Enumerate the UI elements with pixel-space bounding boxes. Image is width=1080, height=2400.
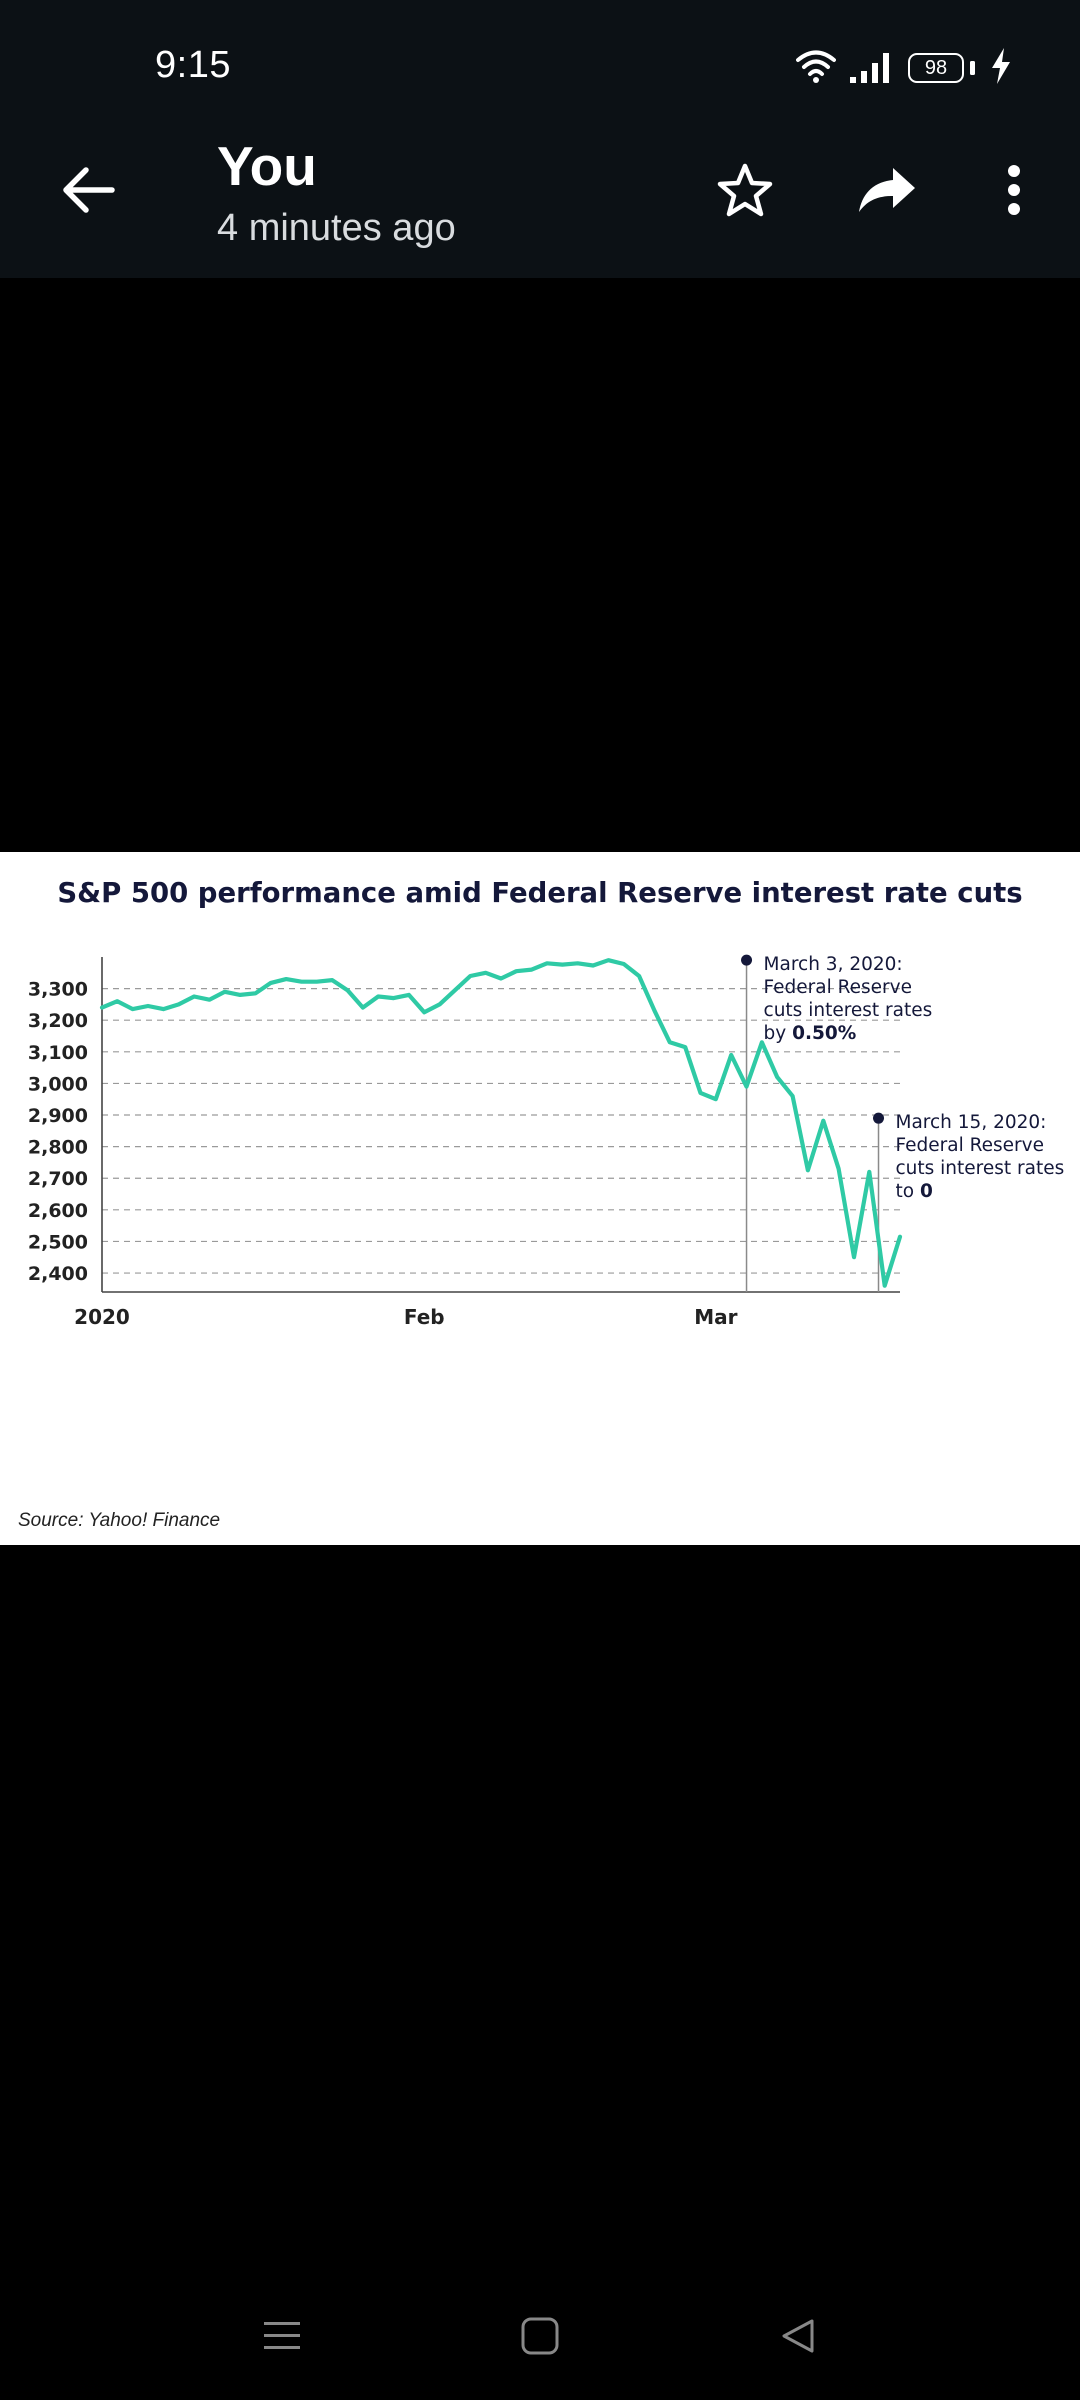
- system-back-button[interactable]: [758, 2298, 838, 2378]
- timestamp-subtitle: 4 minutes ago: [217, 206, 456, 249]
- annotation-dot: [873, 1112, 885, 1124]
- sender-title: You: [217, 135, 317, 197]
- x-tick-label: Feb: [404, 1305, 445, 1329]
- status-bar: 9:15 98: [0, 0, 1080, 120]
- star-button[interactable]: [705, 152, 785, 232]
- annotation-text: cuts interest rates: [896, 1158, 1065, 1179]
- x-axis-ticks: 2020 Feb Mar: [74, 1305, 737, 1329]
- y-tick-label: 3,000: [28, 1073, 88, 1095]
- chart-source: Source: Yahoo! Finance: [18, 1510, 220, 1531]
- y-tick-label: 2,600: [28, 1200, 88, 1222]
- recent-apps-button[interactable]: [242, 2298, 322, 2378]
- status-icons: 98: [796, 46, 1012, 90]
- back-triangle-icon: [778, 2316, 818, 2361]
- navigation-bar: [0, 2290, 1080, 2380]
- battery-icon: 98: [908, 53, 976, 83]
- top-bar-background: 9:15 98: [0, 0, 1080, 278]
- home-square-icon: [520, 2316, 560, 2361]
- status-time: 9:15: [155, 44, 231, 86]
- more-options-button[interactable]: [974, 152, 1054, 232]
- axes: [101, 957, 900, 1293]
- annotation-lines: [745, 960, 880, 1292]
- wifi-icon: [796, 48, 836, 89]
- share-button[interactable]: [847, 152, 927, 232]
- menu-lines-icon: [262, 2316, 302, 2361]
- y-tick-label: 2,700: [28, 1168, 88, 1190]
- annotation-text: Federal Reserve: [764, 977, 912, 998]
- x-tick-label: Mar: [694, 1305, 737, 1329]
- back-arrow-icon: [60, 166, 116, 219]
- grid-layer: [102, 988, 900, 1274]
- y-tick-label: 3,100: [28, 1042, 88, 1064]
- more-vert-icon: [1007, 164, 1021, 221]
- app-bar: You 4 minutes ago: [0, 120, 1080, 278]
- star-icon: [716, 162, 774, 223]
- series-layer: [99, 958, 903, 1288]
- media-image[interactable]: S&P 500 performance amid Federal Reserve…: [0, 852, 1080, 1545]
- chart: S&P 500 performance amid Federal Reserve…: [18, 877, 1064, 1531]
- y-tick-label: 2,900: [28, 1105, 88, 1127]
- annotation-text: March 15, 2020:: [896, 1112, 1047, 1133]
- annotation-text: March 3, 2020:: [764, 954, 903, 975]
- y-tick-label: 2,800: [28, 1137, 88, 1159]
- y-tick-label: 3,200: [28, 1010, 88, 1032]
- annotation-text: to 0: [896, 1181, 933, 1202]
- chart-title: S&P 500 performance amid Federal Reserve…: [57, 877, 1022, 909]
- back-button[interactable]: [48, 152, 128, 232]
- x-tick-label: 2020: [74, 1305, 130, 1329]
- signal-icon: [850, 49, 894, 88]
- annotation-dot: [741, 954, 753, 966]
- annotation-text: Federal Reserve: [896, 1135, 1044, 1156]
- title-block: You 4 minutes ago: [217, 136, 456, 250]
- y-tick-label: 3,300: [28, 979, 88, 1001]
- y-tick-label: 2,400: [28, 1263, 88, 1285]
- home-button[interactable]: [500, 2298, 580, 2378]
- y-axis-ticks: 2,400 2,500 2,600 2,700 2,800 2,900 3,000 3,100…: [28, 979, 88, 1285]
- share-icon: [857, 166, 917, 219]
- battery-level: 98: [908, 53, 964, 83]
- charging-icon: [990, 47, 1012, 89]
- annotation-text: cuts interest rates: [764, 1000, 933, 1021]
- y-tick-label: 2,500: [28, 1231, 88, 1253]
- annotation-text: by 0.50%: [764, 1023, 857, 1044]
